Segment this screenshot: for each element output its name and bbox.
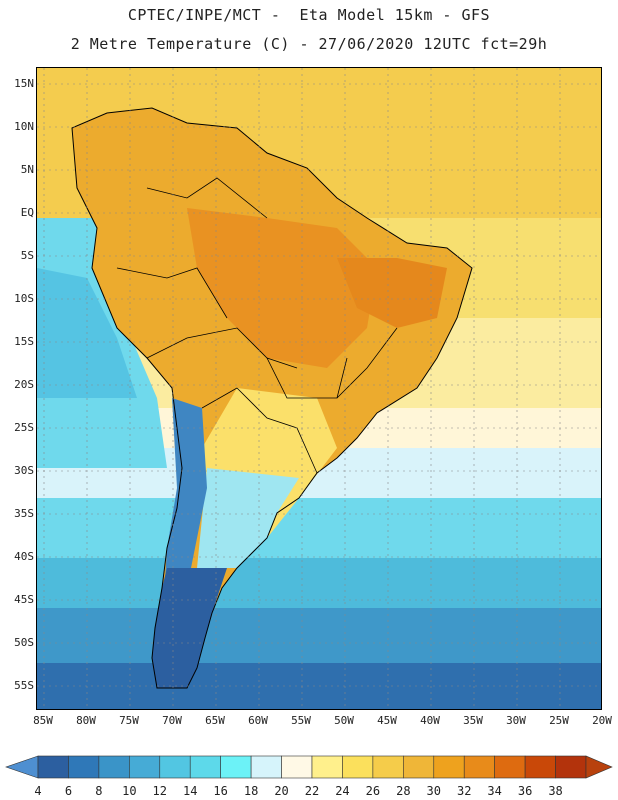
map-canvas xyxy=(37,68,601,709)
latitude-label: EQ xyxy=(20,206,34,219)
latitude-label: 15N xyxy=(14,77,34,90)
graticule xyxy=(37,68,601,709)
latitude-label: 40S xyxy=(14,550,34,563)
colorbar-swatch xyxy=(189,755,221,779)
colorbar-label: 28 xyxy=(396,784,411,798)
colorbar-label: 6 xyxy=(64,784,73,798)
colorbar-label: 30 xyxy=(426,784,441,798)
colorbar-swatch xyxy=(494,755,526,779)
colorbar-low-arrow xyxy=(5,755,39,779)
ocean-band xyxy=(37,608,601,663)
colorbar-label: 8 xyxy=(95,784,103,798)
longitude-label: 85W xyxy=(33,714,53,727)
colorbar-label: 32 xyxy=(456,784,472,798)
latitude-label: 5N xyxy=(20,163,34,176)
latitude-label: 20S xyxy=(14,378,34,391)
continent-hot-core xyxy=(187,208,377,368)
ocean-band xyxy=(37,498,601,558)
longitude-label: 30W xyxy=(506,714,526,727)
longitude-label: 25W xyxy=(549,714,569,727)
longitude-label: 60W xyxy=(248,714,268,727)
colorbar-swatch xyxy=(37,755,69,779)
colorbar-label: 26 xyxy=(365,784,381,798)
colorbar-swatch xyxy=(129,755,161,779)
colorbar-swatch xyxy=(342,755,374,779)
longitude-label: 75W xyxy=(119,714,139,727)
longitude-label: 35W xyxy=(463,714,483,727)
colorbar-swatch xyxy=(250,755,282,779)
longitude-label: 65W xyxy=(205,714,225,727)
longitude-label: 40W xyxy=(420,714,440,727)
colorbar-label: 18 xyxy=(243,784,259,798)
colorbar-swatch xyxy=(433,755,465,779)
colorbar-label: 4 xyxy=(34,784,42,798)
temperature-map[interactable] xyxy=(36,67,602,710)
longitude-label: 45W xyxy=(377,714,397,727)
colorbar-label: 22 xyxy=(304,784,320,798)
colorbar-swatch xyxy=(220,755,252,779)
latitude-label: 30S xyxy=(14,464,34,477)
latitude-label: 25S xyxy=(14,421,34,434)
colorbar-label: 34 xyxy=(487,784,502,798)
latitude-label: 10N xyxy=(14,120,34,133)
longitude-label: 80W xyxy=(76,714,96,727)
colorbar-swatch xyxy=(68,755,100,779)
latitude-label: 5S xyxy=(20,249,34,262)
country-borders xyxy=(116,177,398,474)
colorbar-label: 12 xyxy=(152,784,167,798)
colorbar-swatch xyxy=(555,755,587,779)
colorbar-swatch xyxy=(524,755,556,779)
temperature-colorbar xyxy=(5,755,613,779)
colorbar-swatch xyxy=(403,755,435,779)
colorbar-swatch xyxy=(311,755,343,779)
colorbar-label: 38 xyxy=(548,784,563,798)
colorbar-swatch xyxy=(463,755,495,779)
latitude-label: 35S xyxy=(14,507,34,520)
colorbar-swatch xyxy=(159,755,191,779)
latitude-label: 55S xyxy=(14,679,34,692)
colorbar-label: 36 xyxy=(517,784,533,798)
map-title: CPTEC/INPE/MCT - Eta Model 15km - GFS xyxy=(127,6,491,24)
longitude-label: 50W xyxy=(334,714,354,727)
colorbar-swatch xyxy=(98,755,130,779)
patagonia-cold xyxy=(152,568,227,688)
ocean-band xyxy=(37,558,601,608)
colorbar-label: 24 xyxy=(335,784,350,798)
latitude-label: 45S xyxy=(14,593,34,606)
colorbar-swatch xyxy=(372,755,404,779)
longitude-label: 20W xyxy=(592,714,612,727)
latitude-label: 50S xyxy=(14,636,34,649)
colorbar-label: 10 xyxy=(122,784,137,798)
colorbar-label: 16 xyxy=(213,784,228,798)
colorbar-high-arrow xyxy=(585,755,613,779)
longitude-label: 55W xyxy=(291,714,311,727)
latitude-label: 10S xyxy=(14,292,34,305)
continent-hot-core xyxy=(337,258,447,328)
colorbar-swatch xyxy=(281,755,313,779)
longitude-label: 70W xyxy=(162,714,182,727)
map-subtitle: 2 Metre Temperature (C) - 27/06/2020 12U… xyxy=(70,35,548,53)
colorbar-label: 14 xyxy=(182,784,198,798)
latitude-label: 15S xyxy=(14,335,34,348)
continent-south-cool xyxy=(197,468,299,568)
colorbar-label: 20 xyxy=(274,784,289,798)
